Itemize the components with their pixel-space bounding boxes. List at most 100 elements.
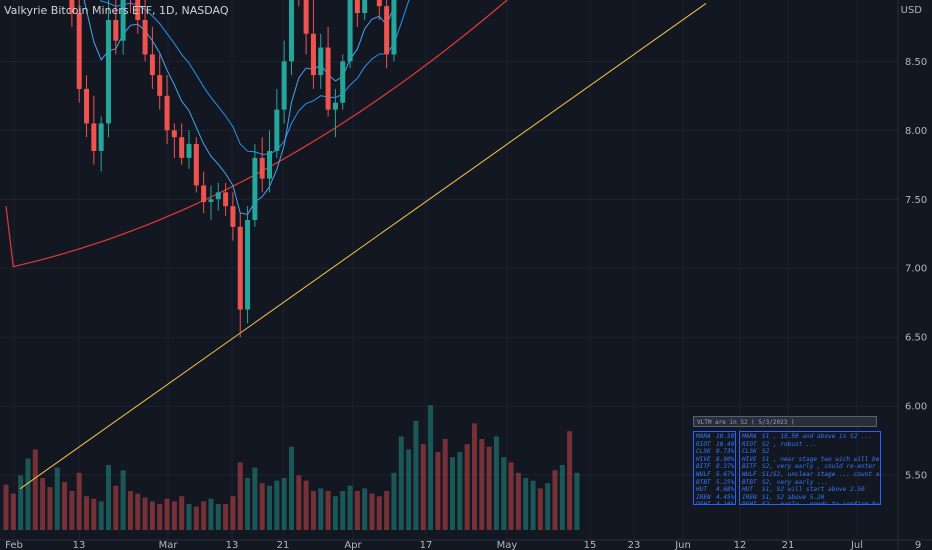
price-tick-label: 7.00 xyxy=(905,264,927,275)
ranking-ticker: WULF xyxy=(696,471,716,479)
candle-body xyxy=(391,0,396,54)
volume-bar xyxy=(40,478,45,530)
candle-body xyxy=(172,130,177,137)
ranking-table[interactable]: MARA10.59%RIOT10.49%CLSK9.73%HIVE8.90%BI… xyxy=(693,431,736,505)
stage-note-ticker: WULF xyxy=(742,471,762,479)
candle-body xyxy=(348,0,353,61)
volume-bar xyxy=(399,436,404,530)
volume-bar xyxy=(487,447,492,530)
ranking-percent: 10.59% xyxy=(716,433,736,440)
time-tick-label: 12 xyxy=(734,540,747,550)
ranking-ticker: MARA xyxy=(696,433,716,441)
ranking-ticker: DGHI xyxy=(696,501,716,505)
volume-bar xyxy=(406,449,411,530)
ranking-ticker: BITF xyxy=(696,463,716,471)
candle-body xyxy=(165,96,170,130)
price-tick-label: 6.00 xyxy=(905,402,927,413)
candle-body xyxy=(238,227,243,310)
volume-bar xyxy=(413,421,418,530)
volume-bar xyxy=(450,457,455,530)
volume-bar xyxy=(245,478,250,530)
volume-bar xyxy=(538,488,543,530)
ranking-percent: 4.45% xyxy=(716,494,734,501)
ranking-percent: 10.49% xyxy=(716,441,736,448)
price-tick-label: 8.50 xyxy=(905,57,927,68)
volume-bar xyxy=(267,486,272,530)
volume-bar xyxy=(216,504,221,530)
volume-bar xyxy=(33,449,38,530)
volume-bar xyxy=(326,491,331,530)
volume-bar xyxy=(509,462,514,530)
time-tick-label: Feb xyxy=(5,540,23,550)
ranking-row: WULF5.67% xyxy=(696,471,733,479)
volume-bar xyxy=(362,488,367,530)
candle-body xyxy=(333,103,338,110)
stage-note-row: HUTS1, S2 will start above 2.50 xyxy=(742,486,878,494)
volume-bar xyxy=(311,491,316,530)
volume-bar xyxy=(84,496,89,530)
volume-bar xyxy=(531,481,536,530)
stage-note-row: DGHIS2 , early , needs to confirm by bre… xyxy=(742,501,878,505)
volume-bar xyxy=(457,452,462,530)
candle-body xyxy=(340,61,345,102)
stage-note-row: WULFS1/S2, unclear stage ... count as S1… xyxy=(742,471,878,479)
candle-body xyxy=(384,6,389,54)
candle-body xyxy=(318,48,323,76)
volume-bar xyxy=(208,499,213,530)
stage-note-ticker: HUT xyxy=(742,486,762,494)
time-tick-label: 13 xyxy=(73,540,86,550)
time-tick-label: May xyxy=(497,540,518,550)
volume-bar xyxy=(494,436,499,530)
candle-body xyxy=(113,20,118,41)
volume-bar xyxy=(252,468,257,530)
stage-note-row: BITFS2, very early , could re-enter stag… xyxy=(742,463,878,471)
candle-body xyxy=(326,48,331,110)
stage-notes-table[interactable]: MARAS1 , 15.50 and above is S2 ...RIOTS2… xyxy=(739,431,881,505)
ranking-ticker: BTBT xyxy=(696,479,716,487)
volume-bar xyxy=(333,496,338,530)
candle-body xyxy=(187,144,192,158)
stage-note-text: S1 , 15.50 and above is S2 ... xyxy=(762,433,872,440)
candle-body xyxy=(377,0,382,6)
stage-note-text: S1, S2 will start above 2.50 xyxy=(762,486,865,493)
volume-bar xyxy=(443,439,448,530)
time-tick-label: 9 xyxy=(915,540,921,550)
volume-bar xyxy=(113,486,118,530)
ranking-percent: 8.37% xyxy=(716,463,734,470)
price-tick-label: 5.50 xyxy=(905,471,927,482)
candle-body xyxy=(91,123,96,151)
volume-bar xyxy=(296,475,301,530)
volume-bar xyxy=(91,499,96,530)
ranking-ticker: IREN xyxy=(696,494,716,502)
stage-note-ticker: IREN xyxy=(742,494,762,502)
volume-bar xyxy=(11,494,16,530)
stage-note-text: S1/S2, unclear stage ... count as S1 for… xyxy=(762,471,881,478)
ranking-row: IREN4.45% xyxy=(696,494,733,502)
candle-body xyxy=(223,192,228,206)
volume-bar xyxy=(304,481,309,530)
volume-bar xyxy=(384,491,389,530)
volume-bar xyxy=(143,498,148,531)
time-tick-label: 21 xyxy=(782,540,795,550)
candle-body xyxy=(179,137,184,158)
candle-body xyxy=(274,110,279,151)
volume-bar xyxy=(172,501,177,530)
candle-body xyxy=(77,13,82,89)
volume-bar xyxy=(165,499,170,530)
stage-note-box[interactable]: VLTM are in S2 ( 5/3/2023 ) xyxy=(693,416,877,427)
time-tick-label: 15 xyxy=(584,540,597,550)
volume-bar xyxy=(25,459,30,531)
volume-bar xyxy=(47,487,52,530)
volume-bar xyxy=(18,475,23,530)
stage-note-text: S1, S2 above 5.20 xyxy=(762,494,824,501)
volume-bar xyxy=(194,507,199,530)
volume-bar xyxy=(516,473,521,530)
candle-body xyxy=(84,89,89,123)
volume-bar xyxy=(274,481,279,530)
time-tick-label: Jun xyxy=(674,540,691,550)
ranking-row: MARA10.59% xyxy=(696,433,733,441)
time-tick-label: Mar xyxy=(159,540,179,550)
volume-bar xyxy=(560,465,565,530)
volume-bar xyxy=(77,473,82,530)
ranking-percent: 5.25% xyxy=(716,479,734,486)
